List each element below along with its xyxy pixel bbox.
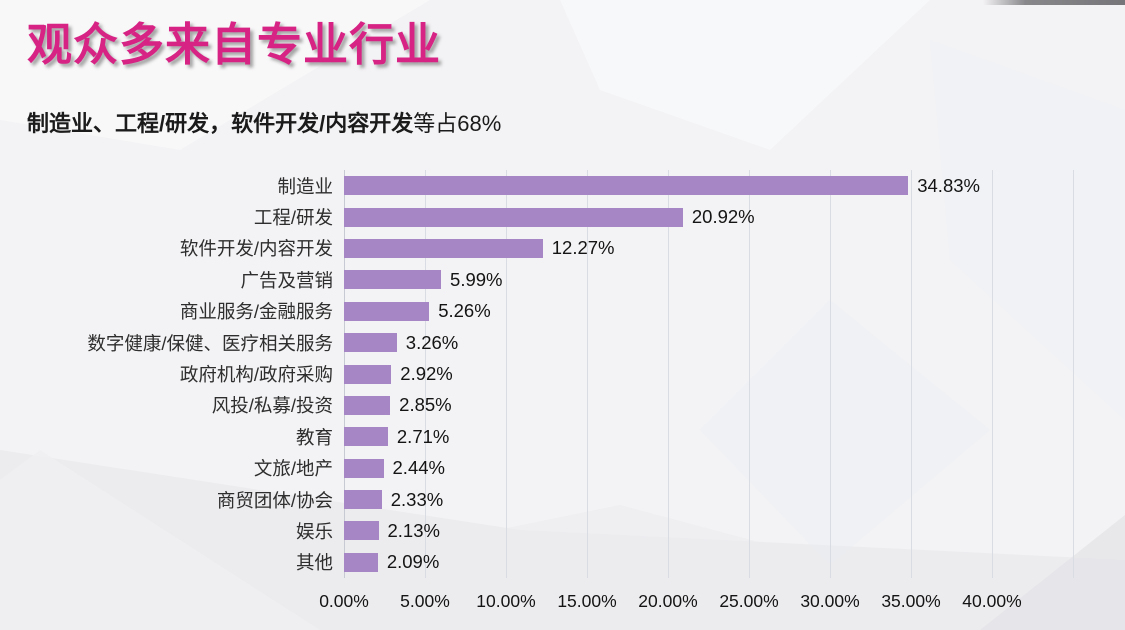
- value-label: 2.13%: [387, 519, 440, 541]
- category-label: 制造业: [277, 175, 333, 197]
- bar-track: 2.92%: [344, 358, 1073, 389]
- bar[interactable]: [344, 301, 430, 321]
- bar-track: 5.99%: [344, 264, 1073, 295]
- value-label: 12.27%: [551, 237, 615, 259]
- bar-track: 2.44%: [344, 453, 1073, 484]
- gridline: [830, 170, 831, 578]
- x-tick-label: 10.00%: [476, 591, 536, 611]
- industry-bar-chart: 制造业 34.83% 工程/研发 20.92% 软件开发/内容开发 12.27% 广告及营销…: [0, 170, 1074, 611]
- bar-track: 2.33%: [344, 484, 1073, 515]
- x-tick-label: 25.00%: [719, 591, 779, 611]
- gridline: [587, 170, 588, 578]
- category-label: 软件开发/内容开发: [179, 238, 333, 260]
- top-right-accent-strip: [983, 0, 1125, 5]
- value-label: 2.92%: [400, 363, 453, 385]
- x-tick-label: 30.00%: [800, 591, 860, 611]
- bar-row: 文旅/地产 2.44%: [0, 453, 1073, 484]
- category-label: 其他: [295, 552, 333, 574]
- x-tick-label: 20.00%: [638, 591, 698, 611]
- category-label: 政府机构/政府采购: [179, 364, 333, 386]
- bar-row: 广告及营销 5.99%: [0, 264, 1073, 295]
- bar[interactable]: [344, 427, 388, 447]
- bar[interactable]: [344, 490, 382, 510]
- bar[interactable]: [344, 458, 384, 478]
- gridline: [749, 170, 750, 578]
- gridline: [424, 170, 426, 578]
- gridline: [667, 170, 669, 578]
- gridline: [911, 170, 912, 578]
- gridline: [991, 170, 993, 578]
- x-axis-ticks: 0.00% 5.00% 10.00% 15.00% 20.00% 25.00% 30.00%…: [319, 591, 1073, 615]
- bar-track: 34.83%: [344, 170, 1073, 201]
- gridline: [1073, 170, 1074, 578]
- bar[interactable]: [344, 270, 442, 290]
- x-tick-label: 35.00%: [881, 591, 941, 611]
- bar-track: 2.13%: [344, 515, 1073, 546]
- x-tick-label: 5.00%: [400, 591, 450, 611]
- bar-track: 20.92%: [344, 201, 1073, 232]
- bar-row: 商贸团体/协会 2.33%: [0, 484, 1073, 515]
- bar-row: 软件开发/内容开发 12.27%: [0, 233, 1073, 264]
- category-label: 商业服务/金融服务: [179, 301, 333, 323]
- category-label: 娱乐: [295, 520, 333, 542]
- category-label: 文旅/地产: [253, 458, 333, 480]
- value-label: 2.33%: [390, 488, 444, 510]
- bar[interactable]: [344, 521, 379, 541]
- bar-row: 商业服务/金融服务 5.26%: [0, 296, 1073, 327]
- value-label: 3.26%: [405, 331, 459, 353]
- bar-row: 娱乐 2.13%: [0, 515, 1073, 546]
- value-label: 2.71%: [396, 425, 450, 447]
- bar[interactable]: [344, 207, 683, 227]
- bar-rows: 制造业 34.83% 工程/研发 20.92% 软件开发/内容开发 12.27% 广告及营销…: [0, 170, 1073, 578]
- bar-track: 2.85%: [344, 390, 1073, 421]
- subtitle-bold: 制造业、工程/研发，软件开发/内容开发: [27, 111, 414, 136]
- bar-track: 2.71%: [344, 421, 1073, 452]
- value-label: 2.09%: [386, 551, 440, 573]
- bar[interactable]: [344, 176, 909, 196]
- bar[interactable]: [344, 552, 378, 572]
- x-tick-label: 0.00%: [319, 591, 369, 611]
- bar-row: 风投/私募/投资 2.85%: [0, 390, 1073, 421]
- bar-track: 2.09%: [344, 547, 1073, 578]
- bar-row: 其他 2.09%: [0, 547, 1073, 578]
- category-label: 教育: [295, 426, 333, 448]
- value-label: 5.26%: [438, 300, 491, 322]
- subtitle: 制造业、工程/研发，软件开发/内容开发等占68%: [27, 106, 501, 138]
- value-label: 34.83%: [917, 174, 980, 196]
- bar[interactable]: [344, 238, 543, 258]
- value-label: 5.99%: [450, 268, 503, 290]
- value-label: 20.92%: [691, 206, 755, 228]
- page-title: 观众多来自专业行业: [27, 19, 442, 70]
- x-tick-label: 40.00%: [962, 591, 1022, 611]
- category-label: 商贸团体/协会: [216, 489, 333, 511]
- bar-track: 3.26%: [344, 327, 1073, 358]
- x-tick-label: 15.00%: [557, 591, 617, 611]
- category-label: 工程/研发: [253, 207, 333, 229]
- bar-row: 教育 2.71%: [0, 421, 1073, 452]
- subtitle-regular: 等占68%: [413, 111, 502, 136]
- gridline: [505, 170, 507, 578]
- category-label: 风投/私募/投资: [211, 395, 333, 417]
- bar[interactable]: [344, 395, 391, 415]
- value-label: 2.44%: [392, 457, 445, 479]
- bar-row: 工程/研发 20.92%: [0, 201, 1073, 232]
- bar-track: 5.26%: [344, 296, 1073, 327]
- bar[interactable]: [344, 333, 397, 353]
- bar-row: 政府机构/政府采购 2.92%: [0, 358, 1073, 389]
- category-label: 广告及营销: [240, 269, 333, 291]
- value-label: 2.85%: [399, 394, 452, 416]
- category-label: 数字健康/保健、医疗相关服务: [87, 332, 333, 354]
- bar[interactable]: [344, 364, 392, 384]
- bar-row: 制造业 34.83%: [0, 170, 1073, 201]
- bar-track: 12.27%: [344, 233, 1073, 264]
- bar-row: 数字健康/保健、医疗相关服务 3.26%: [0, 327, 1073, 358]
